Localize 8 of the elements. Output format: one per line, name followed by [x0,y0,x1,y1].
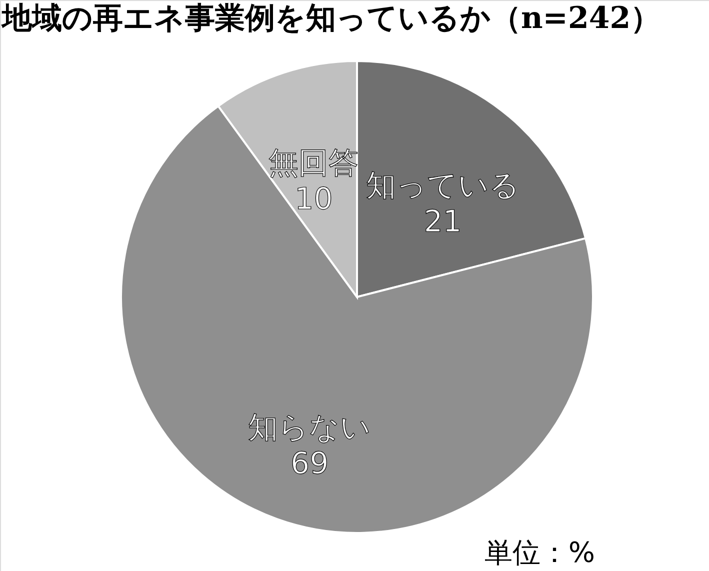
data-label: 69 [290,446,329,482]
text: 単位：% [484,536,595,569]
chart-title: 地域の再エネ事業例を知っているか（n=242） [0,1,661,36]
data-label: 10 [294,182,333,217]
slice-label: 知っている [366,168,520,204]
slice-label: 知らない [248,410,372,446]
slice-label: 無回答 [268,146,359,181]
data-label: 21 [424,204,462,240]
